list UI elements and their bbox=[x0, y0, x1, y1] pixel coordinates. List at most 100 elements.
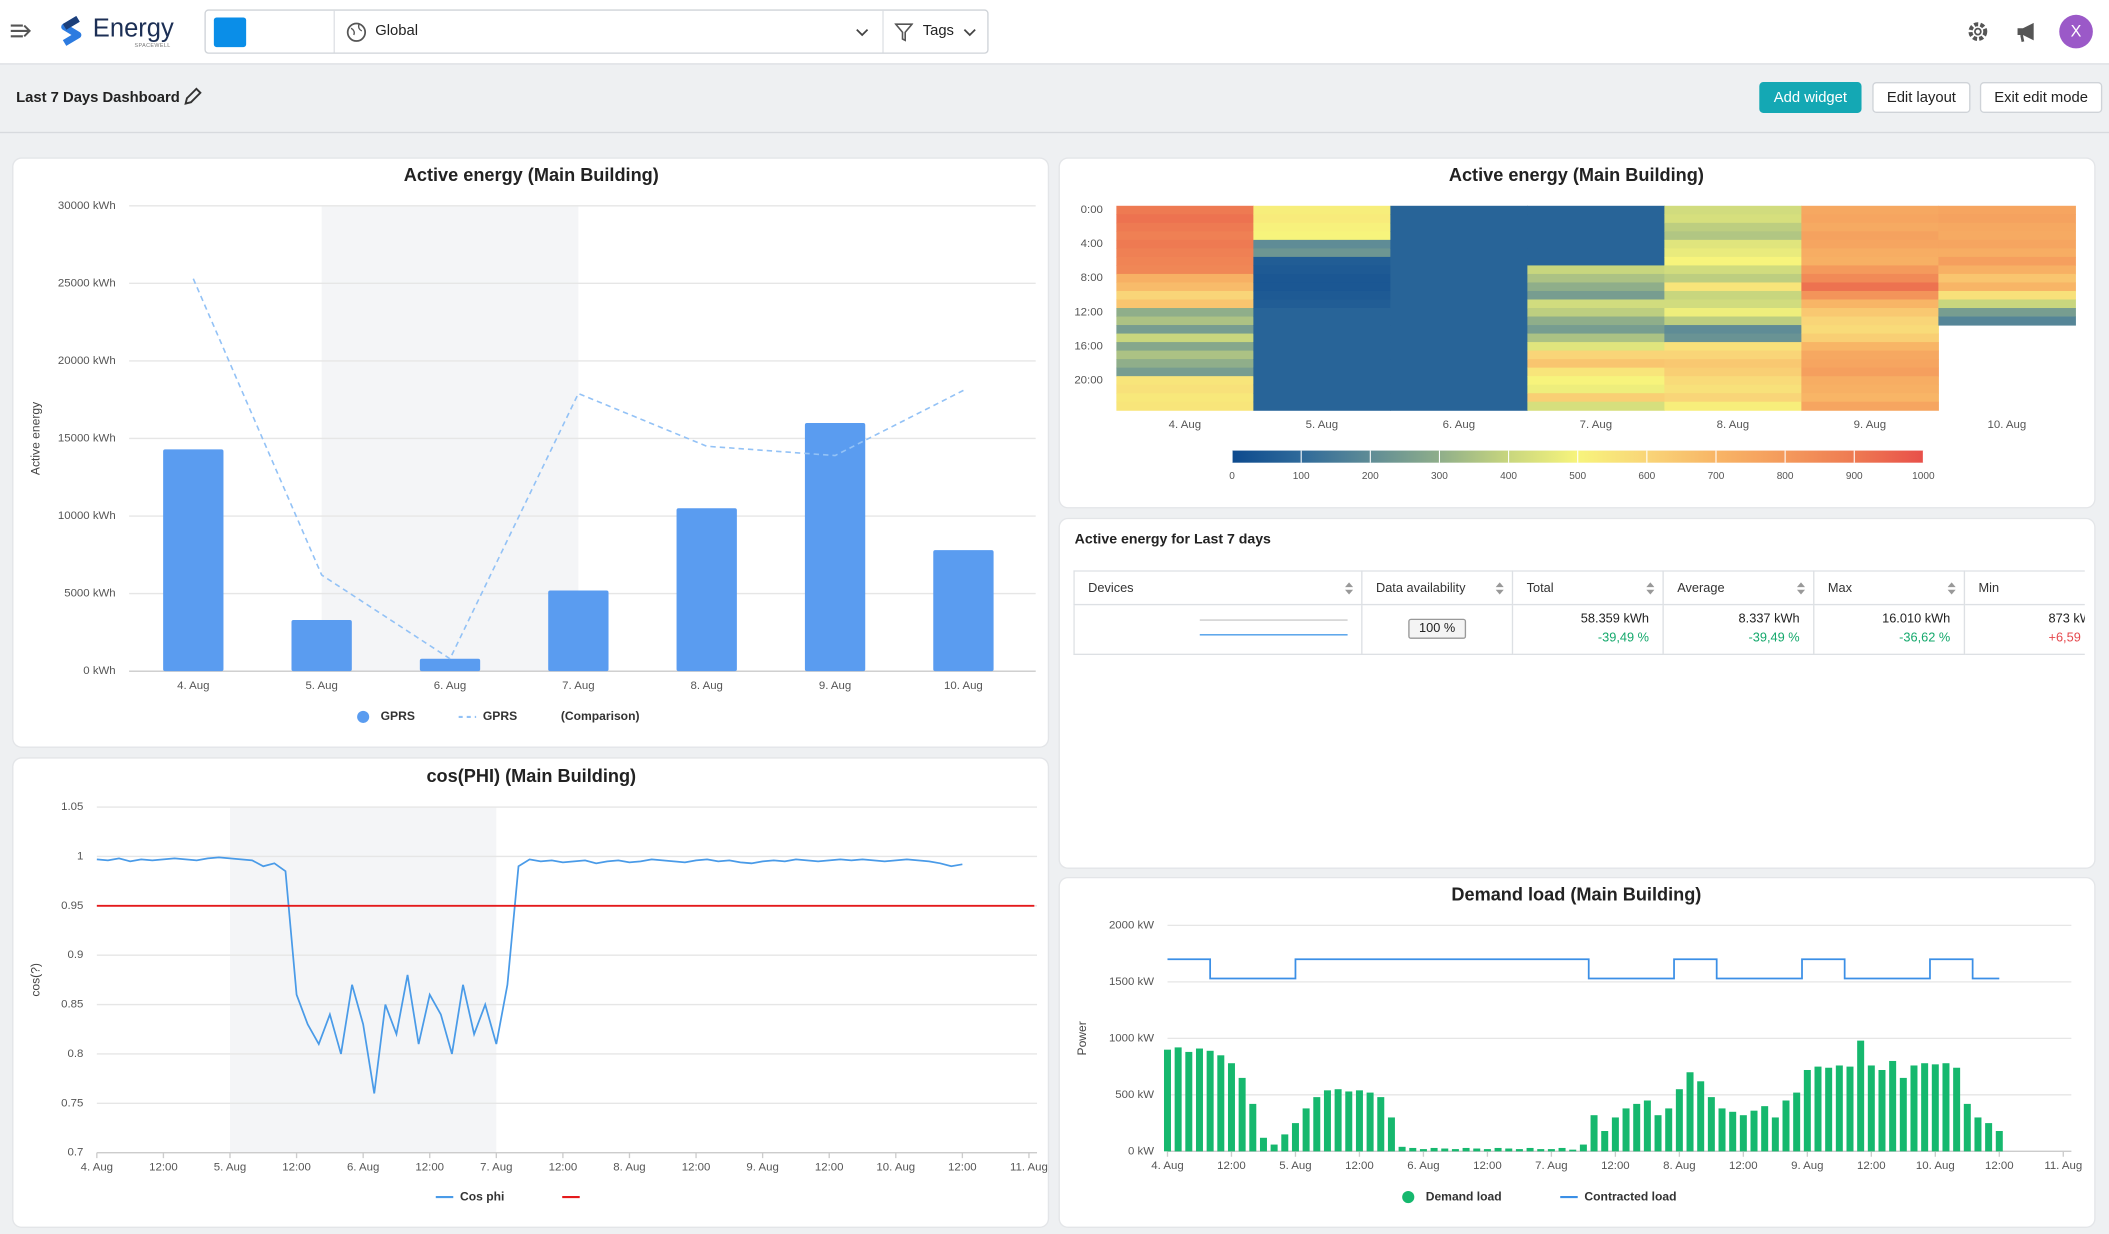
dashboard-title: Last 7 Days Dashboard bbox=[16, 90, 180, 107]
column-header[interactable]: Max bbox=[1813, 570, 1966, 606]
settings-icon[interactable] bbox=[1966, 20, 1989, 43]
heat-cell bbox=[1116, 316, 1254, 326]
announcements-icon[interactable] bbox=[2015, 20, 2039, 43]
heat-cell bbox=[1801, 376, 1939, 386]
divider bbox=[882, 10, 884, 53]
x-tick-label: 11. Aug bbox=[2044, 1160, 2082, 1172]
chevron[interactable] bbox=[963, 27, 976, 38]
bar bbox=[1771, 1117, 1779, 1152]
scope-label[interactable]: Global bbox=[375, 22, 419, 40]
sort-icon[interactable] bbox=[1947, 582, 1956, 595]
bar bbox=[1281, 1134, 1289, 1152]
exit-edit-button[interactable]: Exit edit mode bbox=[1979, 82, 2103, 113]
column-header[interactable]: Devices bbox=[1073, 570, 1363, 606]
device-cell bbox=[1073, 603, 1363, 656]
heat-cell bbox=[1664, 308, 1802, 318]
bar bbox=[1793, 1092, 1801, 1152]
bar bbox=[1675, 1089, 1683, 1152]
sort-icon[interactable] bbox=[1345, 582, 1354, 595]
bar bbox=[676, 508, 737, 672]
edit-title-icon[interactable] bbox=[183, 87, 202, 106]
sort-icon[interactable] bbox=[1495, 582, 1504, 595]
column-header[interactable]: Average bbox=[1662, 570, 1815, 606]
bar bbox=[1750, 1110, 1758, 1152]
heat-cell bbox=[1253, 376, 1391, 386]
y-tick-label: 2000 kW bbox=[1109, 919, 1154, 931]
stat-value: 16.010 kWh bbox=[1882, 611, 1951, 627]
top-bar: Energy SPACEWELL Global Tags X bbox=[0, 0, 2109, 65]
heat-cell bbox=[1116, 350, 1254, 360]
heat-cell bbox=[1801, 308, 1939, 318]
bar bbox=[1889, 1060, 1897, 1152]
tenant-badge[interactable] bbox=[213, 17, 247, 48]
heat-cell bbox=[1664, 239, 1802, 249]
x-tick-label: 8. Aug bbox=[691, 680, 723, 692]
legend-label: Demand load bbox=[1426, 1189, 1502, 1203]
heat-cell bbox=[1801, 299, 1939, 309]
heat-cell bbox=[1938, 248, 2076, 258]
column-header[interactable]: Data availability bbox=[1361, 570, 1514, 606]
column-label: Average bbox=[1677, 580, 1725, 596]
edit-layout-button[interactable]: Edit layout bbox=[1872, 82, 1971, 113]
bar bbox=[1921, 1063, 1929, 1152]
x-tick-label: 12:00 bbox=[1857, 1160, 1886, 1172]
x-tick-label: 4. Aug bbox=[177, 680, 209, 692]
x-tick-label: 10. Aug bbox=[1916, 1160, 1955, 1172]
column-header[interactable]: Min bbox=[1963, 570, 2085, 606]
bar bbox=[1419, 1149, 1427, 1152]
heat-cell bbox=[1527, 299, 1665, 309]
stat-cell: 8.337 kWh -39,49 % bbox=[1662, 603, 1815, 656]
heat-cell bbox=[1801, 350, 1939, 360]
bar bbox=[1238, 1077, 1246, 1152]
heat-cell bbox=[1116, 256, 1254, 266]
x-tick-label: 12:00 bbox=[1217, 1160, 1246, 1172]
heat-cell bbox=[1938, 273, 2076, 283]
heat-cell bbox=[1390, 333, 1528, 343]
heat-cell bbox=[1390, 384, 1528, 394]
heat-cell bbox=[1253, 393, 1391, 403]
x-tick-label: 12:00 bbox=[415, 1162, 444, 1174]
heat-cell bbox=[1116, 214, 1254, 224]
heat-cell bbox=[1253, 367, 1391, 377]
y-tick-label: 0.75 bbox=[61, 1097, 83, 1109]
user-avatar[interactable]: X bbox=[2059, 14, 2093, 49]
heat-cell bbox=[1253, 273, 1391, 283]
x-tick-label: 5. Aug bbox=[214, 1162, 246, 1174]
chevron[interactable] bbox=[855, 27, 869, 38]
y-tick-label: 5000 kWh bbox=[64, 588, 115, 600]
stat-cell: 873 kW +6,59 bbox=[1963, 603, 2085, 656]
sort-icon[interactable] bbox=[1796, 582, 1806, 595]
globe-icon bbox=[346, 22, 367, 42]
heat-cell bbox=[1801, 205, 1939, 215]
bar bbox=[1707, 1097, 1715, 1152]
column-header[interactable]: Total bbox=[1511, 570, 1664, 606]
y-tick-label: 20:00 bbox=[1074, 374, 1103, 386]
heat-cell bbox=[1801, 367, 1939, 377]
color-bar-label: 0 bbox=[1229, 471, 1235, 482]
heat-cell bbox=[1390, 308, 1528, 318]
add-widget-button[interactable]: Add widget bbox=[1759, 82, 1862, 113]
menu-toggle[interactable] bbox=[9, 20, 33, 42]
bar bbox=[1526, 1147, 1534, 1152]
heat-cell bbox=[1390, 359, 1528, 369]
color-bar-label: 500 bbox=[1569, 471, 1586, 482]
bar bbox=[1302, 1108, 1310, 1152]
y-tick-label: 4:00 bbox=[1081, 238, 1103, 250]
heat-cell bbox=[1801, 282, 1939, 292]
bar bbox=[1409, 1147, 1417, 1152]
heat-cell bbox=[1801, 239, 1939, 249]
bar bbox=[1249, 1103, 1257, 1152]
x-tick-label: 10. Aug bbox=[944, 680, 983, 692]
sort-icon[interactable] bbox=[1646, 582, 1655, 595]
heat-cell bbox=[1390, 393, 1528, 403]
bar bbox=[1441, 1148, 1449, 1152]
scope-selector[interactable]: Global Tags bbox=[204, 9, 989, 54]
tags-filter[interactable]: Tags bbox=[922, 22, 954, 40]
color-bar-label: 600 bbox=[1638, 471, 1655, 482]
heat-cell bbox=[1253, 316, 1391, 326]
y-tick-label: 10000 kWh bbox=[58, 510, 116, 522]
heat-cell bbox=[1527, 205, 1665, 215]
bar bbox=[1462, 1147, 1470, 1152]
bar bbox=[1259, 1137, 1267, 1152]
color-bar-label: 300 bbox=[1431, 471, 1448, 482]
